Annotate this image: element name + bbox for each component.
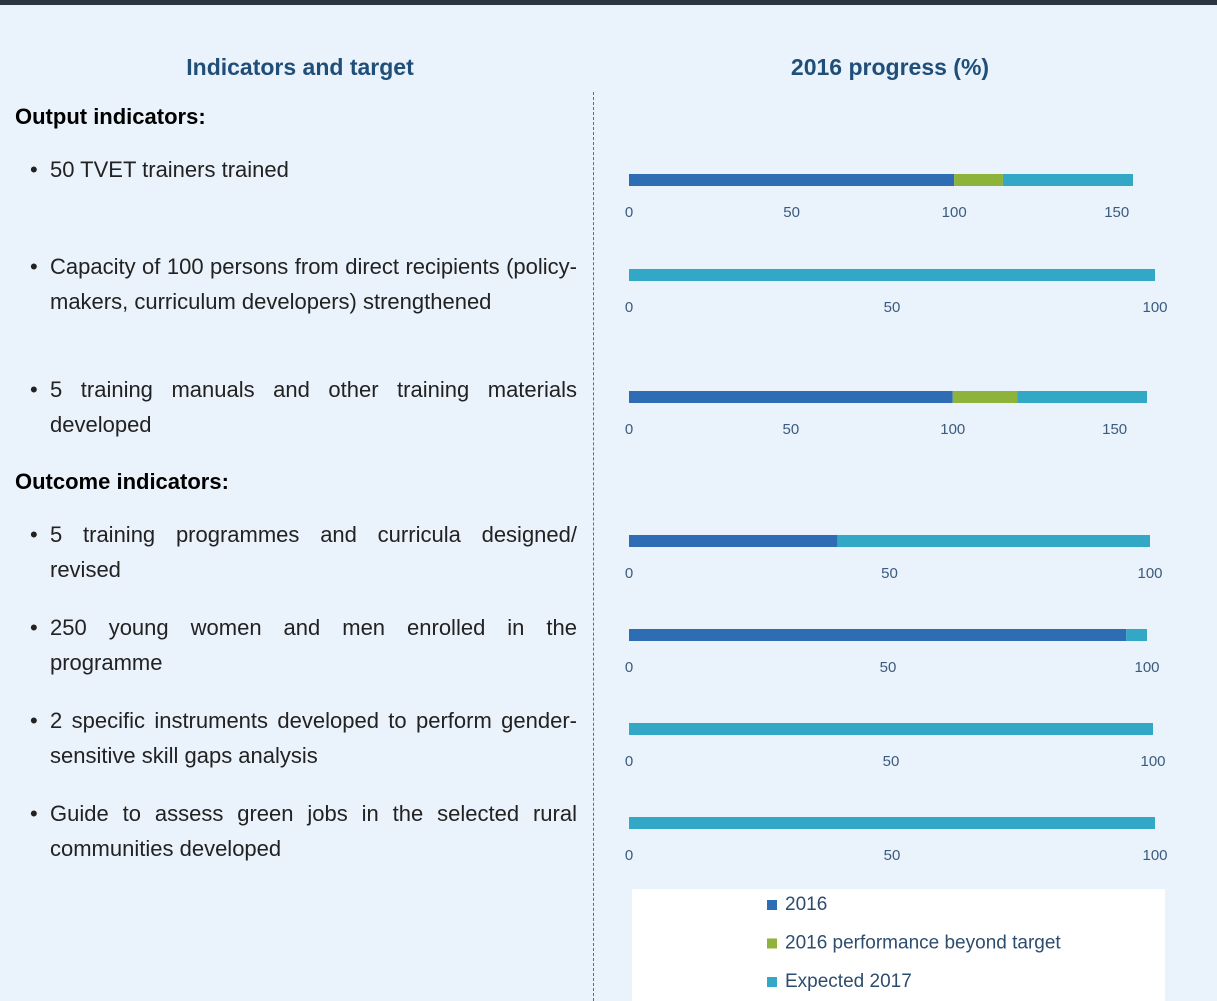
legend-label: Expected 2017: [785, 971, 912, 992]
x-tick-label: 100: [1134, 659, 1159, 676]
bar-segment: [629, 817, 1155, 829]
bar-segment: [1017, 391, 1147, 403]
x-tick-label: 50: [884, 299, 901, 316]
legend-label: 2016: [785, 894, 827, 915]
x-tick-label: 50: [880, 659, 897, 676]
x-tick-label: 0: [625, 659, 633, 676]
x-tick-label: 50: [884, 847, 901, 864]
x-tick-label: 150: [1102, 421, 1127, 438]
legend-box: [632, 889, 1165, 1001]
indicator: 50 TVET trainers trained: [50, 157, 289, 182]
x-tick-label: 100: [1140, 753, 1165, 770]
bullet: •: [30, 615, 38, 640]
x-tick-label: 0: [625, 421, 633, 438]
bar-segment: [837, 535, 1150, 547]
legend-swatch: [767, 977, 777, 987]
bar-segment: [629, 629, 1127, 641]
x-tick-label: 0: [625, 299, 633, 316]
bullet: •: [30, 377, 38, 402]
bar-segment: [952, 391, 1018, 403]
x-tick-label: 50: [783, 204, 800, 221]
left-header: Indicators and target: [186, 54, 414, 80]
x-tick-label: 50: [783, 421, 800, 438]
x-tick-label: 100: [1142, 299, 1167, 316]
top-bar: [0, 0, 1217, 5]
indicator: Capacity of 100 persons from direct reci…: [50, 254, 577, 314]
x-tick-label: 100: [942, 204, 967, 221]
x-tick-label: 50: [883, 753, 900, 770]
x-tick-label: 50: [881, 565, 898, 582]
x-tick-label: 0: [625, 565, 633, 582]
bar-segment: [629, 269, 1155, 281]
bar-segment: [629, 174, 955, 186]
indicator: 250 young women and men enrolled in the …: [50, 615, 577, 675]
section-title: Outcome indicators:: [15, 469, 229, 494]
x-tick-label: 100: [940, 421, 965, 438]
indicator: 5 training manuals and other training ma…: [50, 377, 577, 437]
x-tick-label: 0: [625, 204, 633, 221]
legend-swatch: [767, 900, 777, 910]
bar-segment: [1002, 174, 1133, 186]
indicator: Guide to assess green jobs in the select…: [50, 801, 577, 861]
bar-segment: [629, 535, 838, 547]
indicator: 5 training programmes and curricula desi…: [50, 522, 577, 582]
legend-label: 2016 performance beyond target: [785, 933, 1061, 954]
x-tick-label: 0: [625, 847, 633, 864]
legend-swatch: [767, 938, 777, 949]
section-title: Output indicators:: [15, 104, 206, 129]
bar-segment: [629, 723, 1153, 735]
bar-segment: [629, 391, 953, 403]
indicator: 2 specific instruments developed to perf…: [50, 708, 577, 768]
bar-segment: [1126, 629, 1147, 641]
x-tick-label: 150: [1104, 204, 1129, 221]
x-tick-label: 100: [1137, 565, 1162, 582]
x-tick-label: 100: [1142, 847, 1167, 864]
right-header: 2016 progress (%): [790, 54, 990, 80]
bullet: •: [30, 708, 38, 733]
bullet: •: [30, 254, 38, 279]
bullet: •: [30, 157, 38, 182]
bar-segment: [954, 174, 1003, 186]
divider: [593, 92, 594, 1001]
bullet: •: [30, 801, 38, 826]
bullet: •: [30, 522, 38, 547]
x-tick-label: 0: [625, 753, 633, 770]
